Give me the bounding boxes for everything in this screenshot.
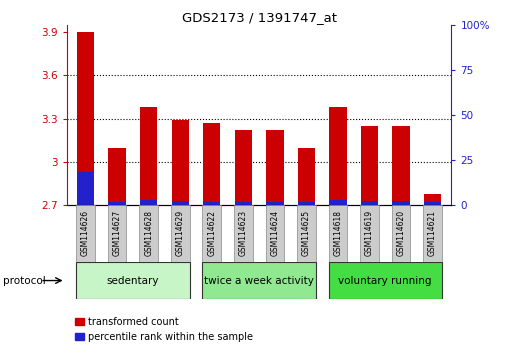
Bar [203, 205, 221, 262]
Text: GSM114621: GSM114621 [428, 210, 437, 256]
Text: GSM114620: GSM114620 [397, 210, 405, 256]
Bar [77, 32, 94, 205]
Bar [329, 200, 347, 205]
Bar [171, 120, 189, 205]
Bar [266, 130, 284, 205]
Bar [203, 262, 315, 299]
Bar [76, 205, 95, 262]
Bar [266, 205, 284, 262]
Bar [140, 205, 158, 262]
Text: GSM114623: GSM114623 [239, 210, 248, 256]
Bar [361, 201, 378, 205]
Bar [424, 194, 441, 205]
Text: GSM114626: GSM114626 [81, 210, 90, 256]
Text: GSM114629: GSM114629 [176, 210, 185, 256]
Bar [298, 148, 315, 205]
Bar [77, 172, 94, 205]
Bar [297, 205, 315, 262]
Bar [329, 107, 347, 205]
Bar [234, 205, 252, 262]
Bar [392, 126, 410, 205]
Bar [108, 205, 126, 262]
Bar [76, 262, 189, 299]
Text: GSM114624: GSM114624 [270, 210, 280, 256]
Bar [392, 205, 410, 262]
Bar [171, 205, 189, 262]
Text: voluntary running: voluntary running [339, 275, 432, 286]
Bar [140, 107, 157, 205]
Bar [234, 130, 252, 205]
Bar [329, 205, 347, 262]
Bar [298, 202, 315, 205]
Bar [234, 202, 252, 205]
Text: twice a week activity: twice a week activity [204, 275, 314, 286]
Bar [203, 202, 221, 205]
Bar [392, 201, 410, 205]
Bar [203, 123, 221, 205]
Bar [424, 202, 441, 205]
Text: GSM114625: GSM114625 [302, 210, 311, 256]
Bar [108, 202, 126, 205]
Bar [266, 202, 284, 205]
Text: GSM114622: GSM114622 [207, 210, 216, 256]
Text: sedentary: sedentary [107, 275, 159, 286]
Bar [329, 262, 442, 299]
Text: GSM114628: GSM114628 [144, 210, 153, 256]
Bar [108, 148, 126, 205]
Text: GSM114619: GSM114619 [365, 210, 374, 256]
Bar [140, 200, 157, 205]
Bar [361, 126, 378, 205]
Text: GSM114618: GSM114618 [333, 210, 342, 256]
Text: GSM114627: GSM114627 [113, 210, 122, 256]
Bar [171, 201, 189, 205]
Title: GDS2173 / 1391747_at: GDS2173 / 1391747_at [182, 11, 337, 24]
Bar [423, 205, 442, 262]
Text: protocol: protocol [3, 275, 45, 286]
Bar [360, 205, 379, 262]
Legend: transformed count, percentile rank within the sample: transformed count, percentile rank withi… [71, 313, 257, 346]
